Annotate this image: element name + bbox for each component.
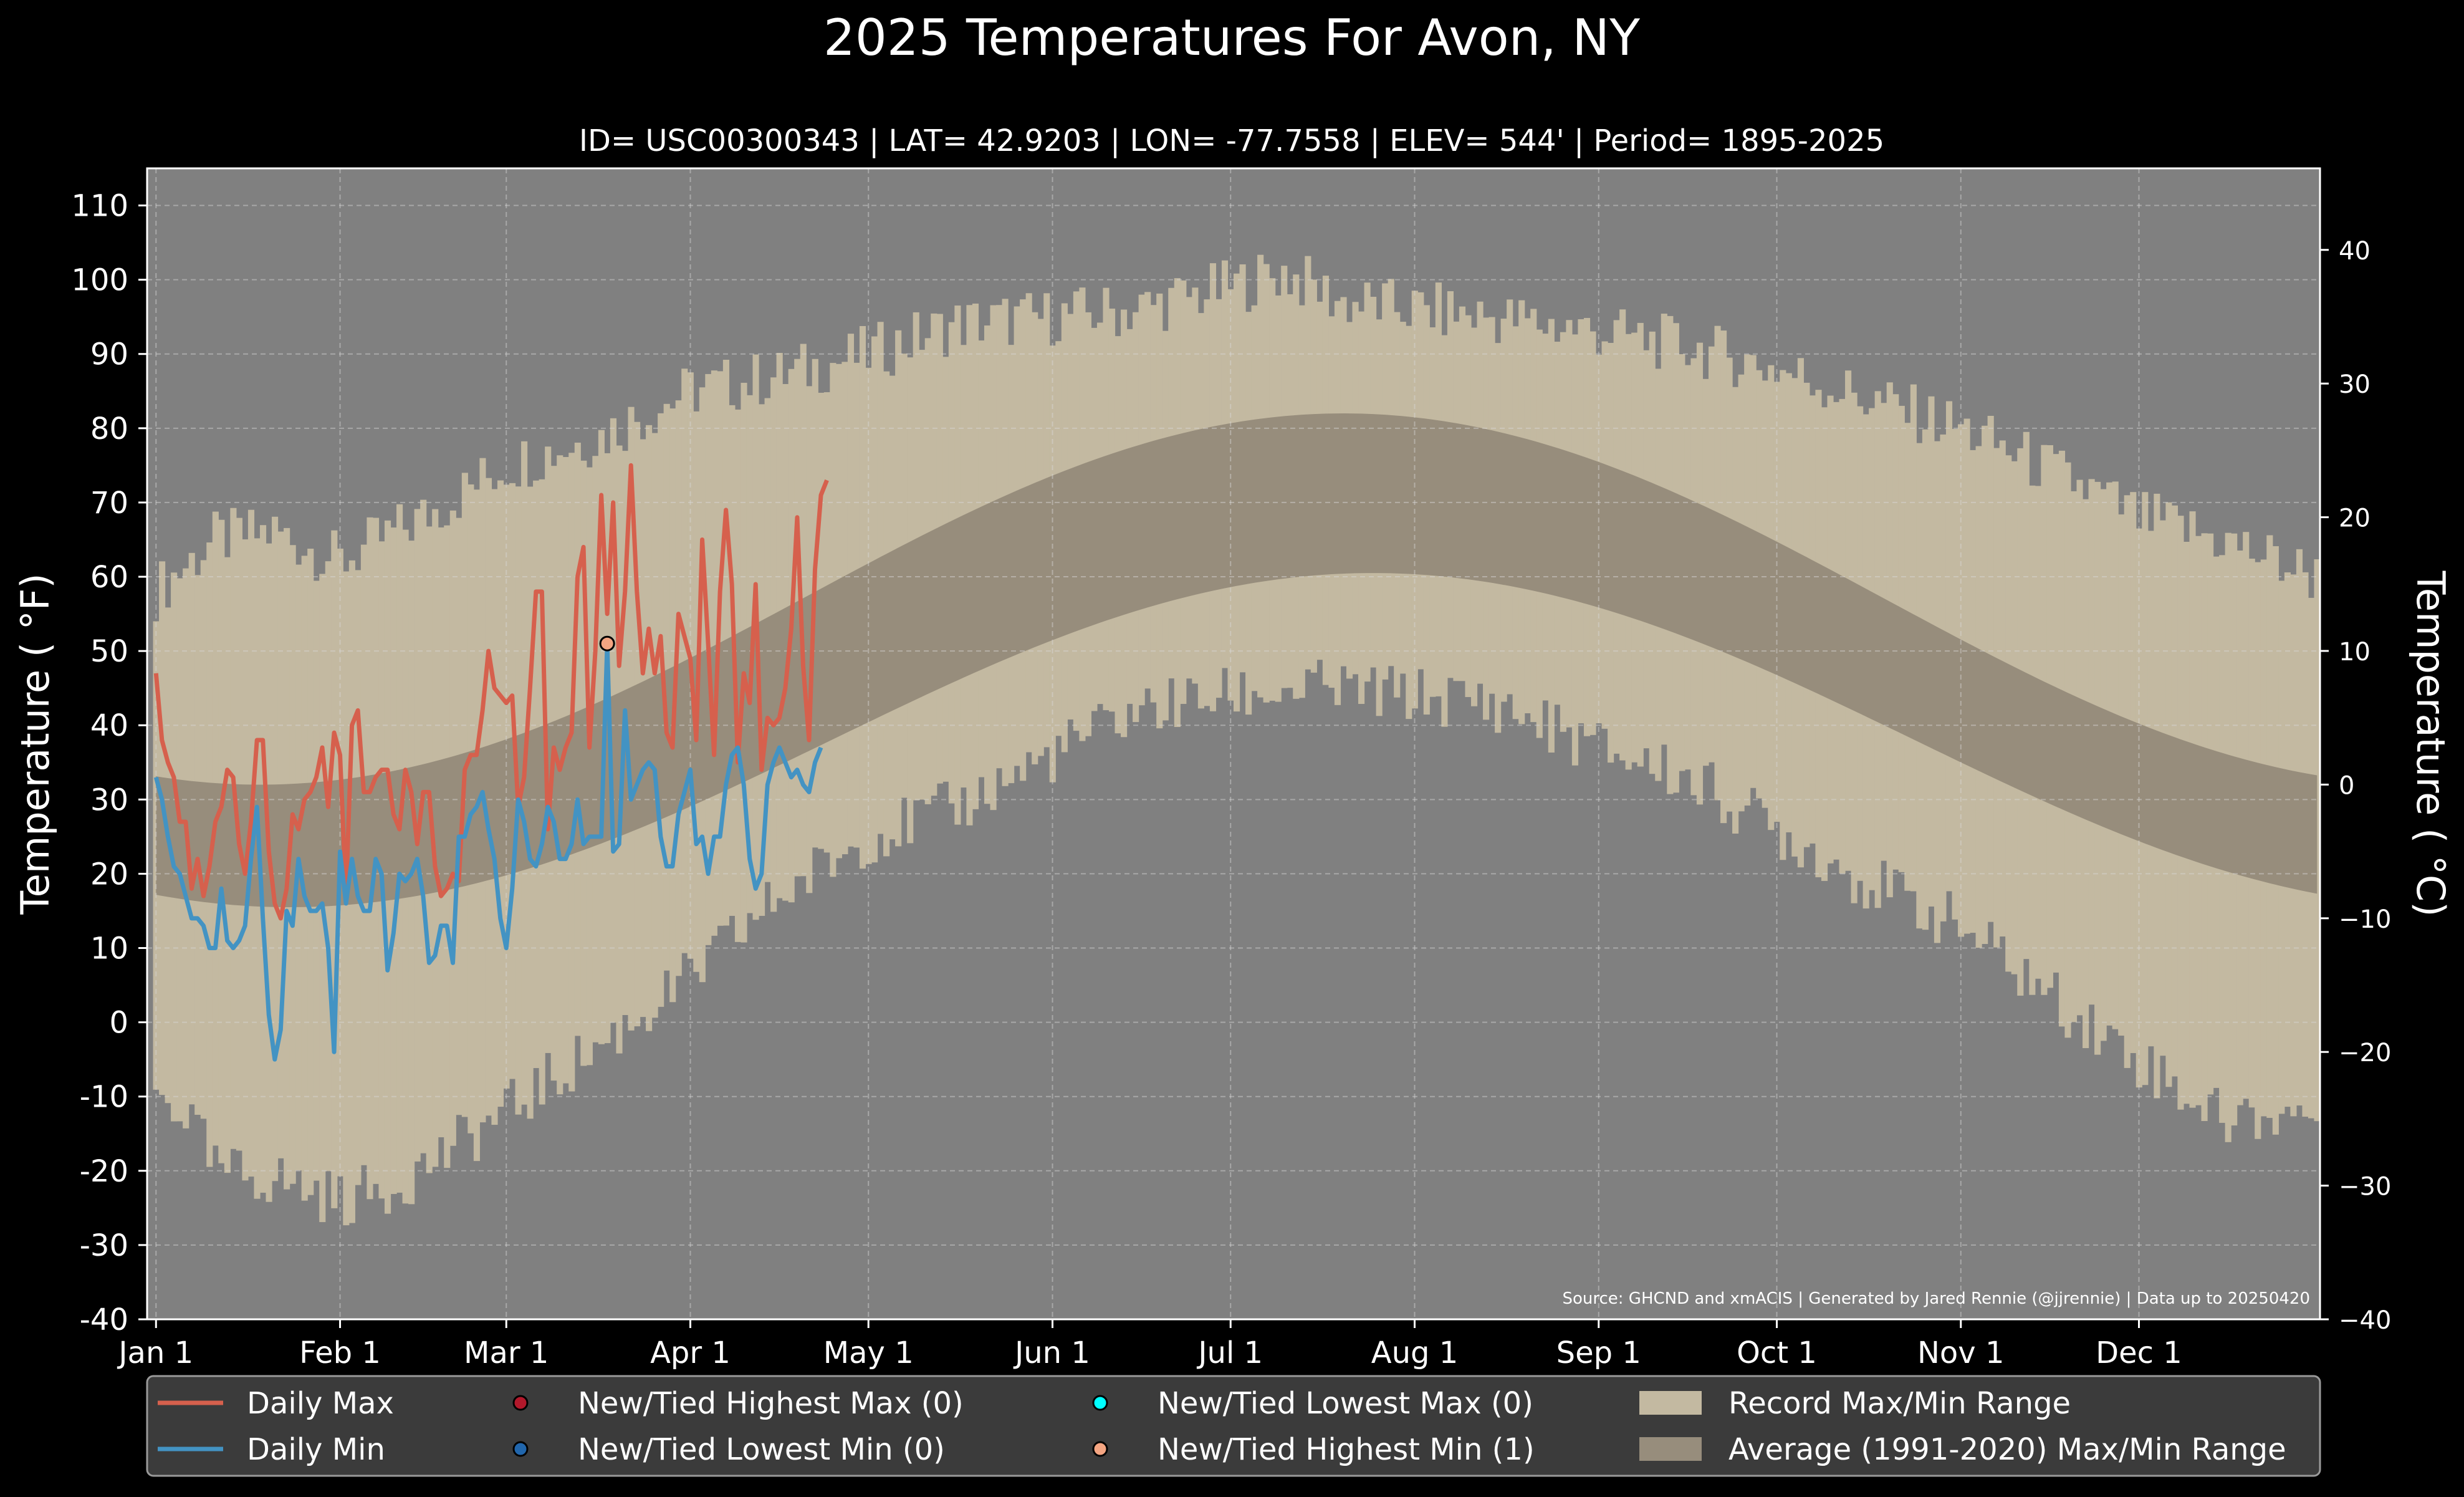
x-axis: Jan 1 Feb 1 Mar 1 Apr 1 May 1 Jun 1 Jul 1 Aug 1… — [117, 1319, 2182, 1370]
y-axis-label-right: Temperature ( °C) — [2408, 570, 2453, 917]
y-tick-label: 90 — [90, 337, 128, 372]
y-tick-label: 110 — [71, 189, 128, 224]
x-tick-label: Dec 1 — [2096, 1336, 2182, 1370]
y-tick-label: 0 — [109, 1006, 128, 1041]
legend-label: Daily Max — [247, 1386, 394, 1421]
record-points — [599, 635, 615, 652]
plot-area: Source: GHCND and xmACIS | Generated by … — [146, 167, 2321, 1321]
legend: Daily Max Daily Min New/Tied Highest Max (… — [146, 1375, 2321, 1477]
y-tick-label: 60 — [90, 560, 128, 595]
grid-lines — [147, 168, 2320, 1320]
y-axis-right: 40 30 20 10 0 −10 −20 −30 −40 — [2320, 237, 2391, 1335]
y-tick-label: 40 — [90, 708, 128, 743]
x-tick-label: Jun 1 — [1013, 1336, 1090, 1370]
x-tick-label: Jan 1 — [117, 1336, 193, 1370]
legend-label: Average (1991-2020) Max/Min Range — [1728, 1432, 2286, 1467]
y-tick-label: -10 — [80, 1080, 128, 1115]
y-tick-label: -20 — [80, 1154, 128, 1189]
y-tick-label: -40 — [80, 1302, 128, 1337]
y2-tick-label: −10 — [2339, 905, 2391, 934]
source-note: Source: GHCND and xmACIS | Generated by … — [1562, 1289, 2310, 1308]
record-point-highest-min — [599, 635, 615, 652]
legend-box — [146, 1375, 2321, 1477]
legend-label: New/Tied Highest Min (1) — [1158, 1432, 1535, 1467]
legend-label: New/Tied Lowest Min (0) — [578, 1432, 945, 1467]
y-tick-label: 50 — [90, 634, 128, 669]
x-tick-label: Oct 1 — [1737, 1336, 1817, 1370]
y-axis-label: Temperature ( °F) — [12, 573, 58, 915]
y2-tick-label: 20 — [2339, 504, 2371, 533]
y-tick-label: -30 — [80, 1228, 128, 1263]
y2-tick-label: 30 — [2339, 370, 2371, 399]
y2-tick-label: −20 — [2339, 1039, 2391, 1067]
x-tick-label: May 1 — [823, 1336, 914, 1370]
chart-subtitle: ID= USC00300343 | LAT= 42.9203 | LON= -7… — [579, 123, 1884, 158]
record-range-bar — [2314, 559, 2321, 1122]
y2-tick-label: 40 — [2339, 237, 2371, 266]
x-tick-label: Mar 1 — [464, 1336, 549, 1370]
y-tick-label: 100 — [71, 263, 128, 298]
chart-title: 2025 Temperatures For Avon, NY — [823, 9, 1641, 67]
legend-handle-marker — [1092, 1395, 1108, 1411]
y2-tick-label: −30 — [2339, 1173, 2391, 1201]
legend-handle-marker — [512, 1395, 529, 1411]
x-tick-label: Feb 1 — [299, 1336, 381, 1370]
y-tick-label: 30 — [90, 782, 128, 817]
y-tick-label: 10 — [90, 931, 128, 966]
y-tick-label: 80 — [90, 412, 128, 446]
legend-handle-marker — [1092, 1441, 1108, 1457]
y2-tick-label: −40 — [2339, 1306, 2391, 1335]
average-range-band — [156, 413, 2318, 908]
y2-tick-label: 0 — [2339, 771, 2354, 800]
legend-handle-marker — [512, 1441, 529, 1457]
x-tick-label: Nov 1 — [1917, 1336, 2004, 1370]
legend-label: New/Tied Highest Max (0) — [578, 1386, 964, 1421]
x-tick-label: Apr 1 — [650, 1336, 731, 1370]
legend-label: Daily Min — [247, 1432, 385, 1467]
y-tick-label: 70 — [90, 486, 128, 521]
daily-min-line — [153, 641, 823, 1062]
plot-frame — [146, 167, 2321, 1321]
legend-label: New/Tied Lowest Max (0) — [1158, 1386, 1533, 1421]
y2-tick-label: 10 — [2339, 638, 2371, 667]
legend-handle-patch — [1639, 1437, 1702, 1461]
legend-handle-patch — [1639, 1391, 1702, 1415]
y-tick-label: 20 — [90, 857, 128, 892]
x-tick-label: Jul 1 — [1196, 1336, 1263, 1370]
legend-label: Record Max/Min Range — [1728, 1386, 2071, 1421]
daily-max-line — [153, 463, 829, 921]
x-tick-label: Sep 1 — [1556, 1336, 1641, 1370]
x-tick-label: Aug 1 — [1371, 1336, 1459, 1370]
